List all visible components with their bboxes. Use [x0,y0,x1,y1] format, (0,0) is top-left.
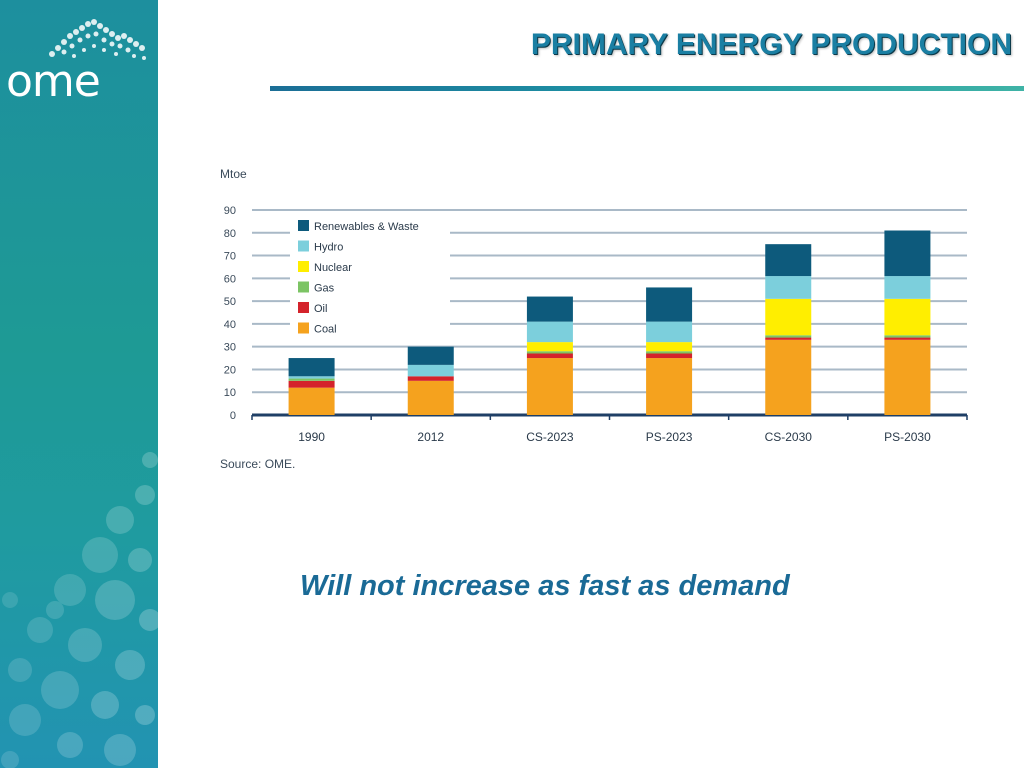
legend-label: Coal [314,324,337,336]
bar-segment [288,387,335,415]
legend-box [290,214,450,344]
y-tick-label: 90 [224,205,236,217]
legend-swatch [298,261,309,272]
y-tick-label: 40 [224,319,236,331]
sidebar-decoration: ome [0,0,158,768]
y-tick-label: 50 [224,296,236,308]
bar-segment [884,337,931,340]
y-tick-label: 10 [224,387,236,399]
x-tick-label: 1990 [298,430,325,444]
bar-segment [646,351,693,354]
y-tick-label: 60 [224,273,236,285]
y-tick-label: 80 [224,228,236,240]
y-tick-label: 70 [224,251,236,263]
legend-swatch [298,302,309,313]
bar-segment [884,298,931,336]
y-tick-label: 20 [224,364,236,376]
bar-segment [646,321,693,343]
x-tick-label: CS-2023 [526,430,574,444]
legend-label: Oil [314,303,327,315]
bar-segment [407,364,454,377]
legend-swatch [298,240,309,252]
slide-title: PRIMARY ENERGY PRODUCTION [530,28,1012,61]
bar-segment [526,321,573,343]
bar-segment [407,346,454,365]
y-tick-label: 0 [230,410,236,422]
x-tick-label: PS-2030 [884,430,931,444]
slide-subtitle: Will not increase as fast as demand [300,570,790,602]
energy-production-chart: Mtoe 0 10 20 30 40 50 60 70 80 90 1990 2012 CS-2023 PS… [210,160,990,480]
legend-label: Hydro [314,242,343,254]
bar-segment [765,298,812,336]
legend-label: Renewables & Waste [314,221,419,233]
bar-segment [526,296,573,322]
bar-segment [288,376,335,379]
y-tick-label: 30 [224,342,236,354]
bar-segment [884,339,931,415]
legend-swatch [298,281,309,293]
bar-segment [646,342,693,352]
bar-segment [407,380,454,415]
bar-segment [765,337,812,340]
source-note: Source: OME. [220,457,295,471]
bar-segment [765,276,812,299]
bar-segment [646,358,693,415]
bar-segment [765,244,812,277]
x-tick-label: 2012 [417,430,444,444]
bar-segment [884,276,931,299]
bar-segment [884,230,931,277]
bar-segment [407,376,454,381]
bar-segment [765,335,812,338]
title-underline [270,86,1024,91]
bar-segment [526,351,573,354]
bar-segment [288,358,335,377]
bar-segment [884,335,931,338]
bar-segment [765,339,812,415]
legend-label: Gas [314,283,335,295]
bar-segment [526,358,573,415]
legend-label: Nuclear [314,262,352,274]
ome-logo-icon [49,19,146,60]
x-tick-label: PS-2023 [646,430,693,444]
legend-swatch [298,220,309,231]
bar-segment [526,342,573,352]
logo-text: ome [6,56,101,107]
x-tick-label: CS-2030 [765,430,813,444]
legend-swatch [298,322,309,334]
chart-svg: Mtoe 0 10 20 30 40 50 60 70 80 90 1990 2012 CS-2023 PS… [220,167,968,471]
bubble-pattern [1,452,158,768]
bar-segment [526,353,573,359]
bar-segment [288,378,335,381]
bar-segment [646,287,693,322]
y-axis-label: Mtoe [220,167,247,181]
bar-segment [288,380,335,388]
bar-segment [646,353,693,359]
